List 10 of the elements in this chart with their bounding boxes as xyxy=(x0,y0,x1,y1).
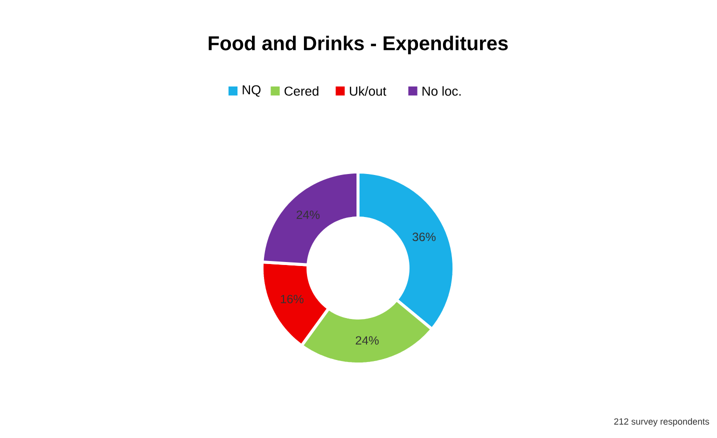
chart-title: Food and Drinks - Expenditures xyxy=(208,36,508,54)
text: 212 survey respondents xyxy=(614,418,710,426)
legend-label: NQ xyxy=(242,85,261,97)
data-label: 16% xyxy=(280,294,304,304)
data-label: 24% xyxy=(296,210,320,219)
data-label: 24% xyxy=(356,336,379,345)
legend-label: No loc. xyxy=(422,86,461,96)
legend-label: Cered xyxy=(284,86,318,96)
data-label: 36% xyxy=(412,232,436,242)
legend-label: Uk/out xyxy=(350,86,386,96)
